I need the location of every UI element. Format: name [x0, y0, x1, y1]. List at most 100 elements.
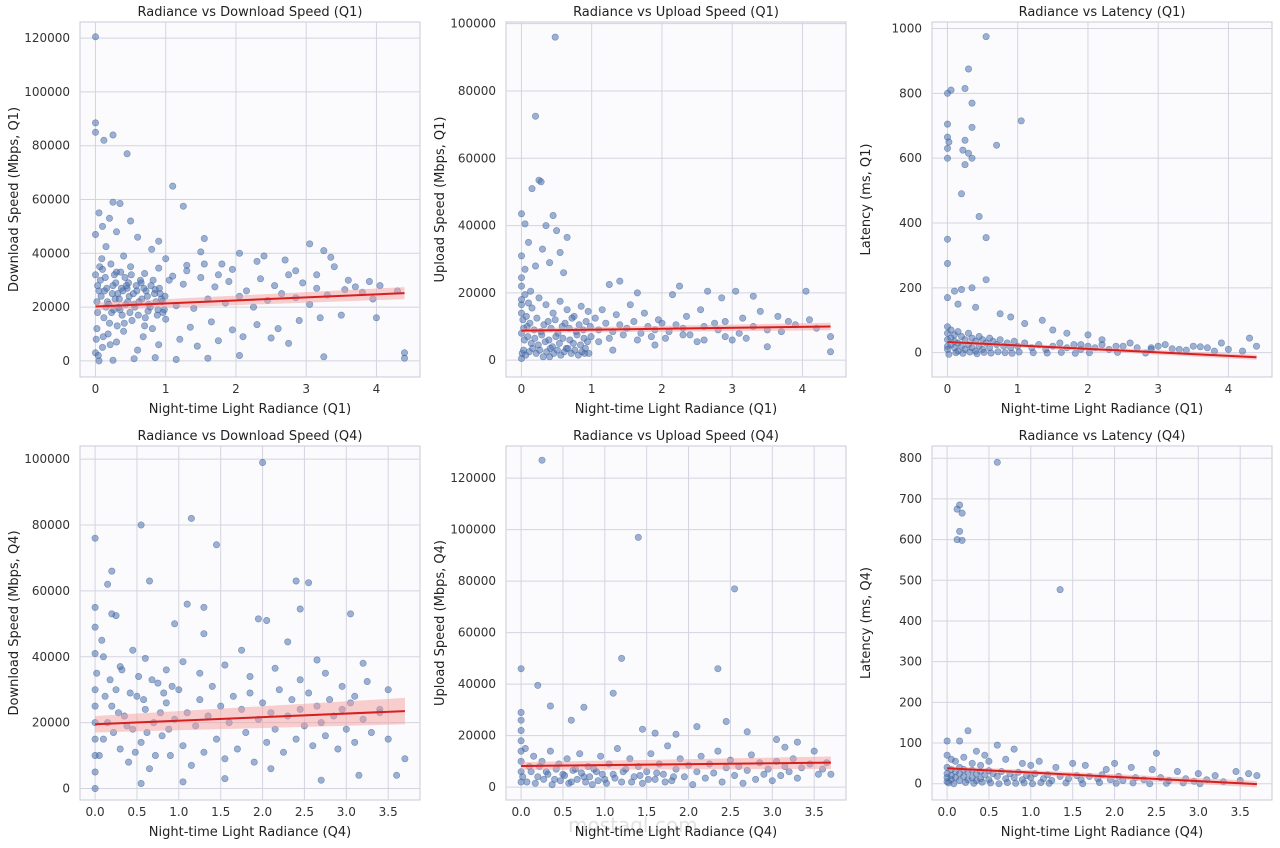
data-point — [1224, 345, 1232, 353]
data-point — [313, 271, 321, 279]
data-point — [957, 190, 965, 198]
data-point — [565, 779, 573, 787]
scatter-panel-1: 0 1 2 3 4 0 20000 40000 60000 80000 100000 120000 Ra… — [7, 5, 421, 417]
data-point — [544, 770, 552, 778]
x-tick-label: 2.0 — [679, 805, 698, 819]
data-point — [193, 342, 201, 350]
data-point — [109, 131, 117, 139]
data-point — [113, 338, 121, 346]
data-point — [320, 353, 328, 361]
data-point — [619, 331, 627, 339]
data-point — [146, 765, 154, 773]
data-point — [524, 299, 532, 307]
data-point — [1057, 348, 1065, 356]
plot-area — [79, 445, 421, 801]
data-point — [1056, 339, 1064, 347]
data-point — [583, 338, 591, 346]
data-point — [545, 336, 553, 344]
data-point — [292, 577, 300, 585]
data-point — [295, 316, 303, 324]
data-point — [1043, 349, 1051, 357]
data-point — [401, 755, 409, 763]
data-point — [634, 533, 642, 541]
x-tick-label: 3 — [1154, 382, 1162, 396]
data-point — [121, 273, 129, 281]
data-point — [113, 228, 121, 236]
data-point — [537, 178, 545, 186]
data-point — [305, 689, 313, 697]
data-point — [106, 319, 114, 327]
data-point — [109, 198, 117, 206]
data-point — [651, 341, 659, 349]
y-tick-label: 20000 — [32, 300, 70, 314]
confidence-band — [521, 756, 831, 770]
data-point — [968, 154, 976, 162]
data-point — [160, 689, 168, 697]
x-tick-label: 4 — [373, 382, 381, 396]
data-point — [179, 280, 187, 288]
data-point — [143, 292, 151, 300]
data-point — [1112, 779, 1120, 787]
data-point — [321, 669, 329, 677]
data-point — [1096, 778, 1104, 786]
scatter-panel-2: 0 1 2 3 4 0 20000 40000 60000 80000 100000 Radiance… — [433, 5, 847, 417]
data-point — [739, 779, 747, 787]
data-point — [139, 333, 147, 341]
data-point — [947, 326, 955, 334]
data-point — [1098, 341, 1106, 349]
data-point — [549, 212, 557, 220]
data-point — [1001, 349, 1009, 357]
x-tick-label: 1.0 — [1021, 805, 1040, 819]
x-tick-label: 1.0 — [169, 805, 188, 819]
data-point — [217, 702, 225, 710]
data-point — [561, 771, 569, 779]
data-point — [987, 779, 995, 787]
data-point — [351, 738, 359, 746]
data-point — [97, 292, 105, 300]
data-point — [179, 202, 187, 210]
data-point — [263, 616, 271, 624]
data-point — [636, 771, 644, 779]
data-point — [528, 185, 536, 193]
data-point — [112, 686, 120, 694]
data-point — [952, 349, 960, 357]
data-point — [288, 696, 296, 704]
regression-line — [947, 767, 1257, 786]
data-point — [305, 579, 313, 587]
data-point — [99, 735, 107, 743]
data-point — [1018, 759, 1026, 767]
data-point — [774, 312, 782, 320]
data-point — [644, 775, 652, 783]
y-tick-label: 100000 — [450, 523, 496, 537]
x-tick-label: 3.5 — [805, 805, 824, 819]
data-point — [609, 346, 617, 354]
data-point — [200, 603, 208, 611]
data-point — [964, 65, 972, 73]
data-point — [120, 252, 128, 260]
data-point — [742, 334, 750, 342]
data-point — [680, 773, 688, 781]
data-point — [640, 309, 648, 317]
data-point — [954, 300, 962, 308]
data-point — [559, 334, 567, 342]
data-point — [546, 702, 554, 710]
data-point — [221, 755, 229, 763]
data-point — [756, 307, 764, 315]
data-point — [618, 778, 626, 786]
data-point — [526, 319, 534, 327]
data-point — [100, 314, 108, 322]
data-point — [700, 336, 708, 344]
data-point — [134, 346, 142, 354]
data-point — [92, 271, 100, 279]
data-point — [250, 758, 258, 766]
data-point — [732, 287, 740, 295]
data-point — [693, 723, 701, 731]
data-point — [802, 287, 810, 295]
data-point — [571, 346, 579, 354]
data-point — [284, 638, 292, 646]
data-point — [134, 311, 142, 319]
data-point — [256, 275, 264, 283]
data-point — [151, 751, 159, 759]
data-point — [99, 343, 107, 351]
y-tick-label: 60000 — [32, 584, 70, 598]
